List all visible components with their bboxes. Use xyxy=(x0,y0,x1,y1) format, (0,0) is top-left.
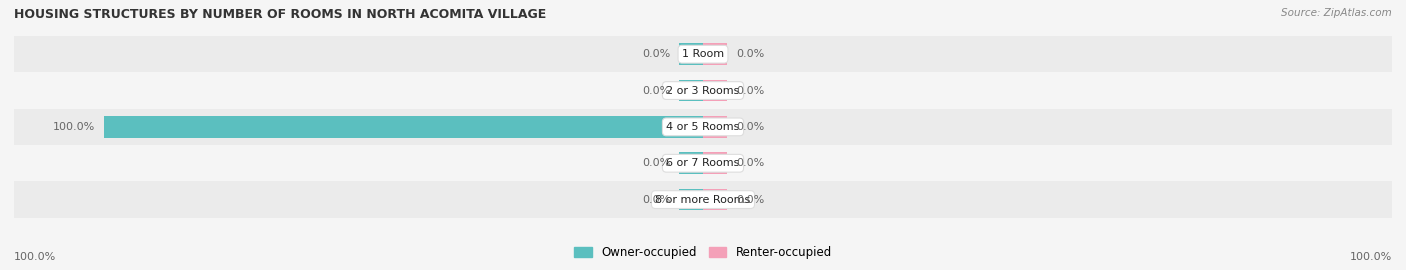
Bar xyxy=(703,80,727,102)
Bar xyxy=(0,181,1406,218)
Bar xyxy=(703,152,727,174)
Text: 8 or more Rooms: 8 or more Rooms xyxy=(655,195,751,205)
Text: 100.0%: 100.0% xyxy=(14,252,56,262)
Bar xyxy=(703,189,727,211)
Text: 2 or 3 Rooms: 2 or 3 Rooms xyxy=(666,86,740,96)
Legend: Owner-occupied, Renter-occupied: Owner-occupied, Renter-occupied xyxy=(569,242,837,264)
Text: 0.0%: 0.0% xyxy=(735,195,765,205)
Text: 0.0%: 0.0% xyxy=(735,49,765,59)
Text: 100.0%: 100.0% xyxy=(52,122,96,132)
Bar xyxy=(0,109,1406,145)
Text: 4 or 5 Rooms: 4 or 5 Rooms xyxy=(666,122,740,132)
Bar xyxy=(679,152,703,174)
Text: 0.0%: 0.0% xyxy=(641,195,671,205)
Text: 0.0%: 0.0% xyxy=(735,122,765,132)
Text: 0.0%: 0.0% xyxy=(735,158,765,168)
Text: HOUSING STRUCTURES BY NUMBER OF ROOMS IN NORTH ACOMITA VILLAGE: HOUSING STRUCTURES BY NUMBER OF ROOMS IN… xyxy=(14,8,547,21)
Bar xyxy=(679,80,703,102)
Text: 0.0%: 0.0% xyxy=(735,86,765,96)
Text: 100.0%: 100.0% xyxy=(1350,252,1392,262)
Bar xyxy=(104,116,703,138)
Text: 0.0%: 0.0% xyxy=(641,86,671,96)
Text: Source: ZipAtlas.com: Source: ZipAtlas.com xyxy=(1281,8,1392,18)
Bar xyxy=(0,145,1406,181)
Text: 0.0%: 0.0% xyxy=(641,49,671,59)
Bar xyxy=(703,116,727,138)
Bar xyxy=(703,43,727,65)
Text: 6 or 7 Rooms: 6 or 7 Rooms xyxy=(666,158,740,168)
Bar xyxy=(0,36,1406,72)
Bar xyxy=(679,43,703,65)
Bar xyxy=(679,189,703,211)
Text: 0.0%: 0.0% xyxy=(641,158,671,168)
Bar xyxy=(0,72,1406,109)
Text: 1 Room: 1 Room xyxy=(682,49,724,59)
